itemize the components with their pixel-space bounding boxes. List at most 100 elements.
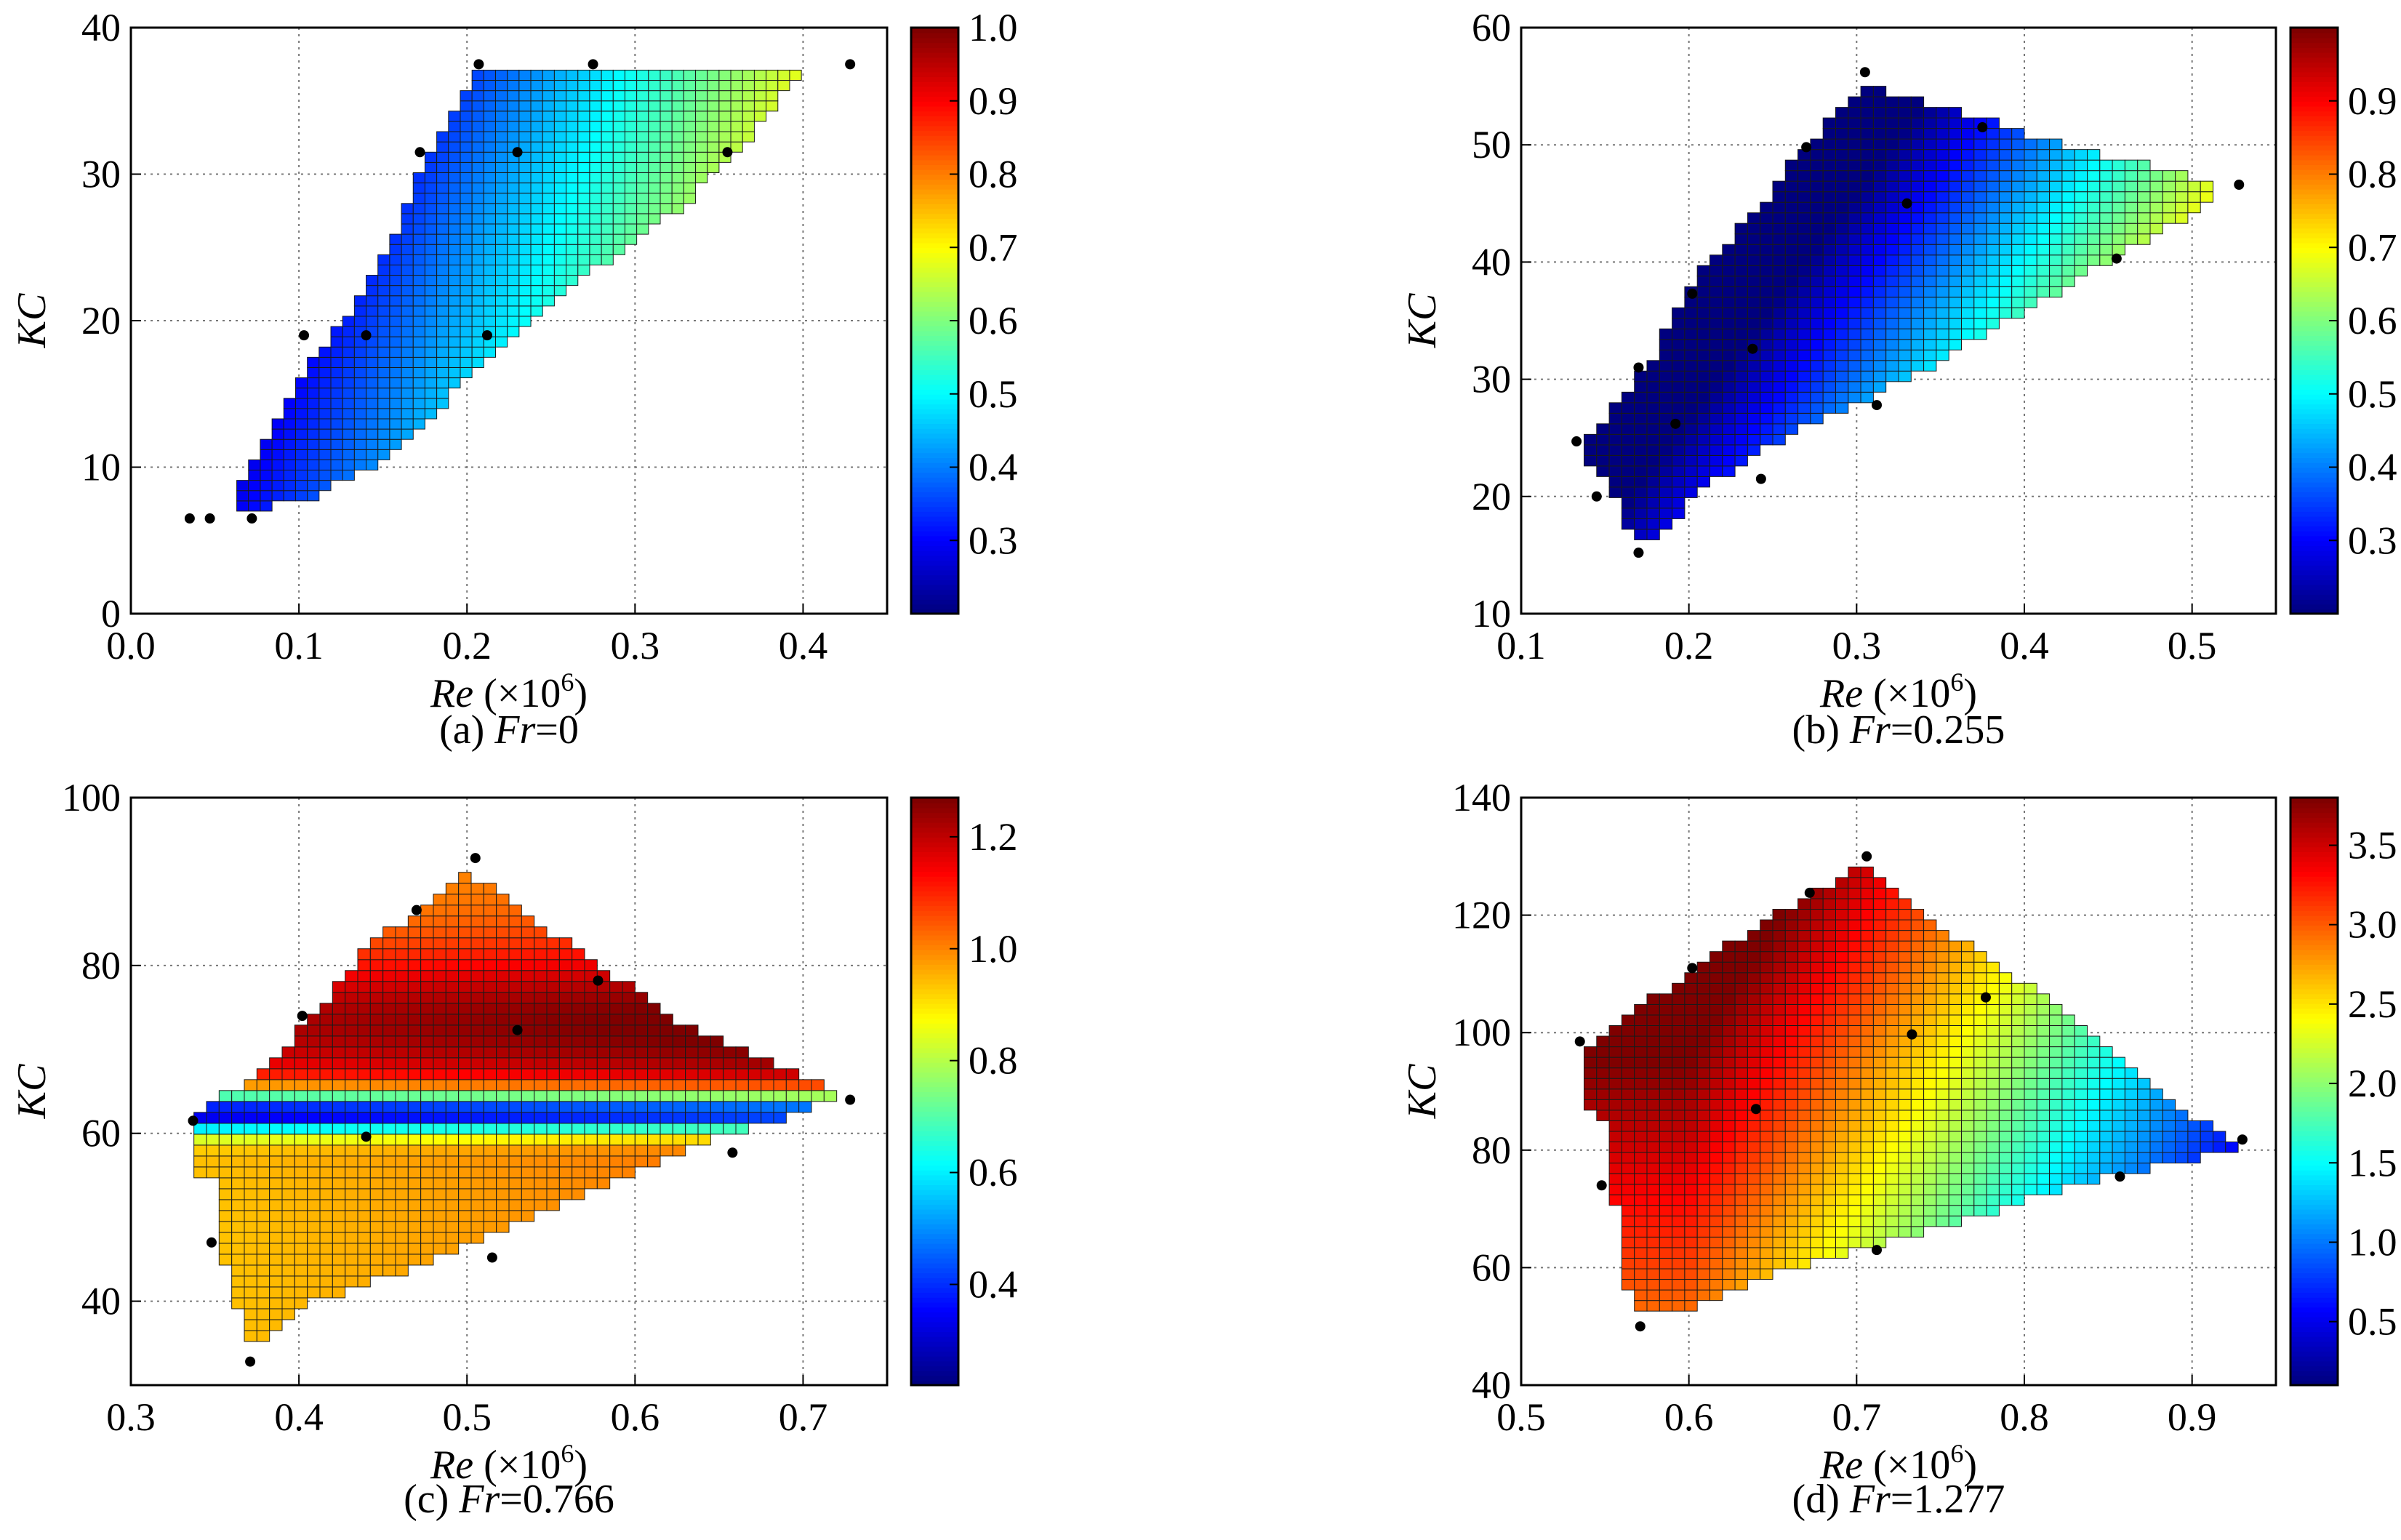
heatmap-cell: [609, 1144, 623, 1157]
heatmap-cell: [2036, 1184, 2051, 1195]
heatmap-cell: [1810, 328, 1824, 340]
heatmap-cell: [1747, 233, 1761, 245]
heatmap-cell: [1885, 887, 1899, 899]
heatmap-cell: [1885, 1025, 1899, 1037]
heatmap-cell: [1948, 1003, 1962, 1016]
colorbar-segment: [2290, 963, 2338, 970]
colorbar-tick-label: 0.9: [2348, 79, 2397, 123]
heatmap-cell: [1672, 1014, 1685, 1027]
heatmap-cell: [1923, 972, 1937, 984]
heatmap-cell: [1885, 244, 1899, 256]
heatmap-cell: [1885, 254, 1899, 266]
heatmap-cell: [2124, 1131, 2139, 1142]
colorbar-segment: [911, 905, 958, 911]
heatmap-cell: [730, 80, 743, 92]
heatmap-cell: [470, 981, 484, 993]
heatmap-cell: [530, 161, 543, 173]
colorbar-segment: [2290, 159, 2338, 166]
heatmap-cell: [1608, 1184, 1622, 1195]
heatmap-cell: [389, 398, 402, 409]
heatmap-cell: [269, 1101, 283, 1113]
heatmap-cell: [1722, 1099, 1736, 1111]
heatmap-cell: [1923, 328, 1937, 340]
heatmap-cell: [1822, 276, 1836, 287]
colorbar-segment: [2290, 1282, 2338, 1288]
heatmap-cell: [2124, 1110, 2139, 1121]
heatmap-cell: [2036, 1099, 2051, 1111]
heatmap-cell: [612, 161, 625, 173]
heatmap-cell: [1747, 993, 1761, 1005]
heatmap-cell: [2036, 180, 2051, 193]
heatmap-cell: [1810, 412, 1824, 425]
heatmap-cell: [319, 1068, 333, 1080]
heatmap-cell: [1835, 993, 1849, 1005]
heatmap-cell: [1872, 286, 1887, 298]
heatmap-cell: [319, 1275, 333, 1288]
heatmap-cell: [1596, 465, 1610, 477]
heatmap-cell: [2112, 222, 2125, 235]
heatmap-cell: [471, 285, 484, 297]
heatmap-cell: [723, 1079, 737, 1091]
heatmap-cell: [1634, 1088, 1648, 1100]
heatmap-cell: [407, 1112, 422, 1124]
heatmap-cell: [710, 1112, 724, 1124]
heatmap-cell: [1822, 887, 1836, 899]
data-points: [184, 59, 856, 524]
colorbar-segment: [911, 827, 958, 833]
heatmap-cell: [761, 1079, 774, 1091]
heatmap-cell: [636, 151, 649, 163]
heatmap-cell: [307, 356, 320, 368]
heatmap-cell: [407, 1024, 422, 1037]
heatmap-cell: [1772, 1035, 1786, 1048]
heatmap-cell: [1872, 276, 1887, 287]
heatmap-cell: [1634, 1289, 1648, 1302]
heatmap-cell: [1797, 930, 1811, 942]
heatmap-cell: [420, 1221, 434, 1233]
heatmap-cell: [407, 926, 422, 939]
heatmap-cell: [1998, 265, 2013, 277]
heatmap-cell: [2011, 201, 2025, 214]
heatmap-cell: [1872, 909, 1887, 921]
heatmap-cell: [596, 1046, 611, 1059]
colorbar-segment: [2290, 86, 2338, 92]
heatmap-cell: [1709, 412, 1723, 425]
heatmap-cell: [319, 1101, 333, 1113]
heatmap-cell: [1747, 370, 1761, 382]
data-points: [188, 853, 856, 1367]
heatmap-cell: [634, 1134, 649, 1146]
heatmap-cell: [369, 1123, 384, 1135]
heatmap-cell: [2137, 222, 2151, 235]
heatmap-cell: [508, 948, 522, 961]
heatmap-cell: [2036, 254, 2051, 266]
heatmap-cell: [269, 1232, 283, 1244]
heatmap-cell: [1961, 117, 1975, 129]
heatmap-cell: [1910, 212, 1925, 224]
heatmap-cell: [1634, 1236, 1648, 1248]
heatmap-cell: [685, 1112, 699, 1124]
heatmap-cell: [1860, 265, 1874, 277]
data-point: [1747, 343, 1758, 354]
heatmap-cell: [281, 1155, 295, 1168]
heatmap-cell: [542, 264, 555, 276]
heatmap-cell: [470, 905, 484, 917]
heatmap-cell: [584, 1155, 598, 1168]
heatmap-cell: [1848, 866, 1861, 878]
colorbar-segment: [2290, 301, 2338, 307]
heatmap-cell: [1608, 486, 1622, 498]
heatmap-cell: [377, 356, 390, 368]
colorbar-segment: [2290, 135, 2338, 141]
colorbar-tick-label: 3.5: [2348, 824, 2397, 867]
heatmap-cell: [1810, 1247, 1824, 1259]
heatmap-cell: [2036, 276, 2051, 287]
heatmap-cell: [470, 1003, 484, 1015]
heatmap-cell: [1910, 930, 1925, 942]
heatmap-cell: [710, 1035, 724, 1048]
heatmap-cell: [424, 305, 438, 317]
heatmap-cell: [518, 295, 532, 307]
heatmap-cell: [448, 285, 461, 297]
panel-caption: (a) Fr=0: [439, 707, 579, 753]
heatmap-cell: [636, 111, 649, 122]
heatmap-cell: [1810, 1205, 1824, 1216]
colorbar-segment: [2290, 1208, 2338, 1215]
heatmap-cell: [496, 915, 510, 928]
